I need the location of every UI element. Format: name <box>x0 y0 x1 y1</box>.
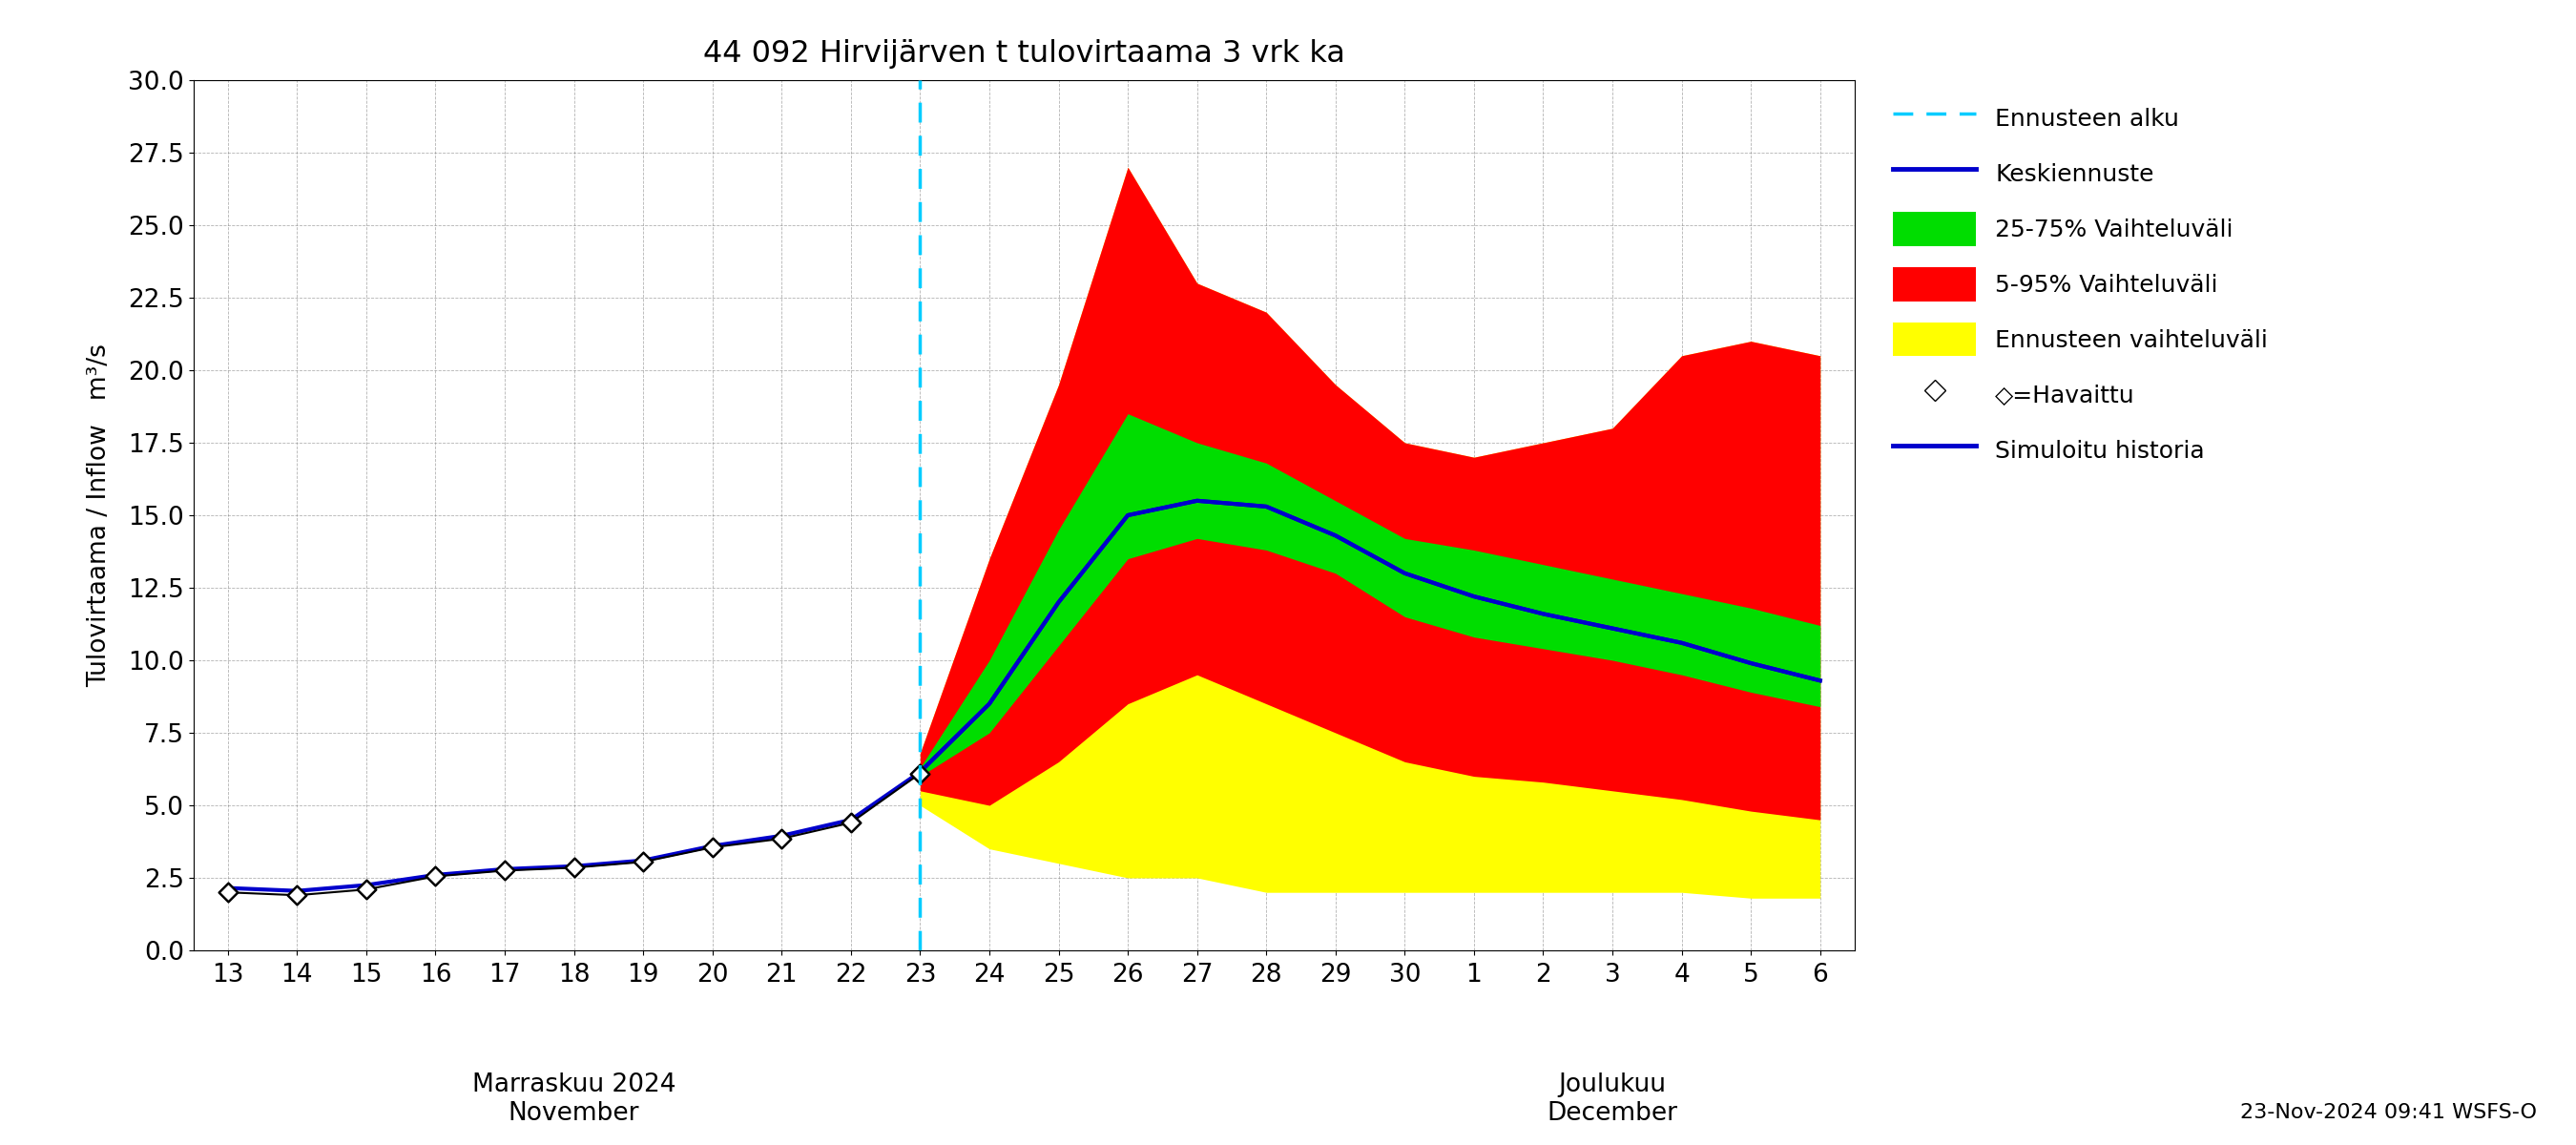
Point <box>760 829 801 847</box>
Text: 23-Nov-2024 09:41 WSFS-O: 23-Nov-2024 09:41 WSFS-O <box>2241 1103 2537 1122</box>
Point <box>484 861 526 879</box>
Point <box>693 838 734 856</box>
Text: Marraskuu 2024
November: Marraskuu 2024 November <box>471 1072 675 1126</box>
Point <box>276 886 317 905</box>
Point <box>554 859 595 877</box>
Point <box>345 881 386 899</box>
Legend: Ennusteen alku, Keskiennuste, 25-75% Vaihteluväli, 5-95% Vaihteluväli, Ennusteen: Ennusteen alku, Keskiennuste, 25-75% Vai… <box>1883 92 2277 476</box>
Point <box>829 814 871 832</box>
Text: Joulukuu
December: Joulukuu December <box>1548 1072 1677 1126</box>
Point <box>899 764 940 782</box>
Y-axis label: Tulovirtaama / Inflow   m³/s: Tulovirtaama / Inflow m³/s <box>88 344 111 687</box>
Point <box>623 853 665 871</box>
Point <box>415 867 456 885</box>
Title: 44 092 Hirvijärven t tulovirtaama 3 vrk ka: 44 092 Hirvijärven t tulovirtaama 3 vrk … <box>703 39 1345 69</box>
Point <box>206 883 247 901</box>
